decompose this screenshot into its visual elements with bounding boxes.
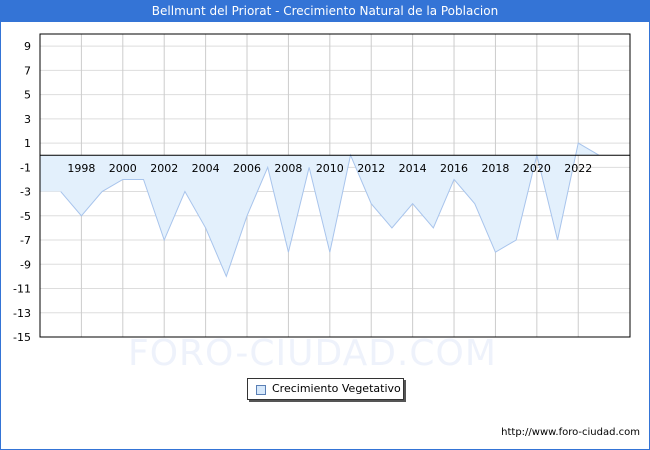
x-tick-label: 2020 [523, 162, 551, 175]
legend-label: Crecimiento Vegetativo [272, 382, 401, 395]
x-tick-label: 2008 [274, 162, 302, 175]
legend-swatch-icon [256, 385, 266, 395]
y-tick-label: -5 [20, 210, 31, 223]
y-tick-label: -13 [13, 307, 31, 320]
x-tick-label: 2014 [399, 162, 427, 175]
y-tick-label: 9 [24, 40, 31, 53]
x-tick-label: 2016 [440, 162, 468, 175]
data-line [60, 142, 600, 278]
x-tick-label: 1998 [67, 162, 95, 175]
y-tick-label: -1 [20, 161, 31, 174]
x-tick-label: 2022 [564, 162, 592, 175]
y-tick-label: -7 [20, 234, 31, 247]
x-tick-label: 2004 [192, 162, 220, 175]
x-tick-label: 2000 [109, 162, 137, 175]
watermark: FORO-CIUDAD.COM [128, 333, 497, 374]
y-tick-label: -15 [13, 331, 31, 344]
plot-border [39, 33, 631, 338]
x-tick-label: 2018 [481, 162, 509, 175]
y-axis-labels: 9 7 5 3 1 -1 -3 -5 -7 -9 -11 -13 -15 [13, 40, 31, 344]
legend: Crecimiento Vegetativo [247, 378, 404, 400]
x-tick-label: 2002 [150, 162, 178, 175]
y-tick-label: 7 [24, 64, 31, 77]
y-tick-label: -11 [13, 283, 31, 296]
y-tick-label: -9 [20, 258, 31, 271]
x-tick-label: 2012 [357, 162, 385, 175]
y-tick-label: 3 [24, 113, 31, 126]
y-tick-label: -3 [20, 186, 31, 199]
y-tick-label: 1 [24, 137, 31, 150]
x-axis-labels: 1998 2000 2002 2004 2006 2008 2010 2012 2014 2016… [67, 162, 592, 175]
x-tick-label: 2010 [316, 162, 344, 175]
x-tick-label: 2006 [233, 162, 261, 175]
y-tick-label: 5 [24, 89, 31, 102]
chart-title: Bellmunt del Priorat - Crecimiento Natur… [0, 0, 650, 22]
source-url[interactable]: http://www.foro-ciudad.com [501, 427, 640, 438]
